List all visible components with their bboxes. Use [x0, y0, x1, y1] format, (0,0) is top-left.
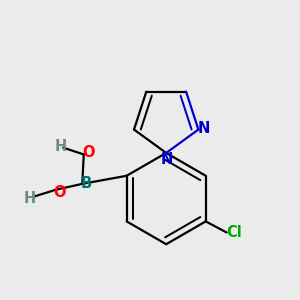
- Text: Cl: Cl: [226, 225, 242, 240]
- Text: N: N: [160, 152, 173, 167]
- Text: O: O: [53, 184, 66, 200]
- Text: H: H: [24, 191, 36, 206]
- Text: N: N: [197, 121, 210, 136]
- Text: B: B: [80, 176, 92, 191]
- Text: O: O: [82, 145, 95, 160]
- Text: H: H: [55, 139, 67, 154]
